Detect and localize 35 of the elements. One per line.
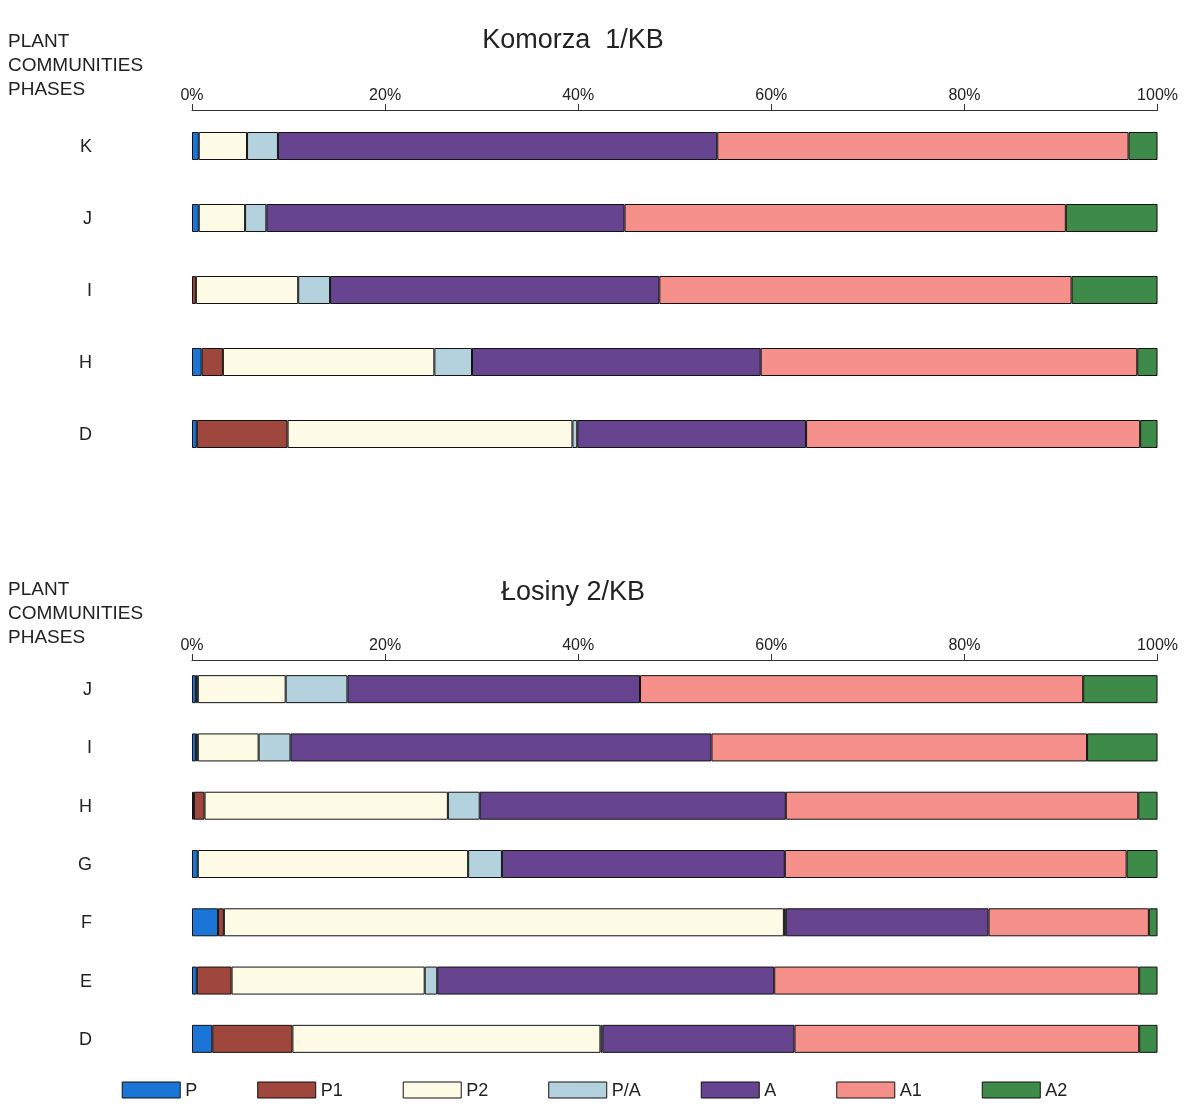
chart-title: Komorza 1/KB [482, 23, 664, 54]
legend-label: P [185, 1080, 198, 1100]
legend-label: A [764, 1080, 777, 1100]
y-tick-label: H [79, 795, 92, 816]
x-tick-label: 80% [948, 85, 981, 103]
y-tick-label: H [79, 352, 92, 372]
x-tick-label: 60% [755, 635, 788, 653]
y-tick-label: I [86, 280, 92, 300]
x-tick-label: 20% [369, 85, 402, 103]
y-tick-label: G [77, 854, 92, 874]
y-tick-label: E [79, 970, 92, 991]
x-tick-label: 0% [180, 85, 204, 103]
x-tick-label: 100% [1137, 635, 1178, 653]
y-tick-label: F [81, 912, 92, 933]
legend-label: P1 [320, 1080, 343, 1100]
y-tick-label: I [86, 737, 92, 758]
x-tick-label: 80% [948, 635, 981, 653]
y-tick-label: J [83, 679, 92, 700]
y-axis-title: PLANT COMMUNITIES PHASES [8, 577, 149, 647]
chart-title: Łosiny 2/KB [500, 575, 646, 606]
x-tick-label: 40% [562, 635, 595, 653]
x-tick-label: 100% [1137, 85, 1178, 103]
y-tick-label: D [79, 424, 92, 444]
legend-label: A2 [1045, 1080, 1068, 1100]
legend-label: P/A [611, 1080, 641, 1100]
y-axis-title: PLANT COMMUNITIES PHASES [8, 29, 149, 99]
legend-label: P2 [466, 1080, 489, 1100]
y-tick-label: K [79, 136, 92, 156]
y-tick-label: D [79, 1028, 92, 1049]
y-tick-label: J [83, 208, 92, 228]
x-tick-label: 60% [755, 85, 788, 103]
x-tick-label: 20% [369, 635, 402, 653]
x-tick-label: 40% [562, 85, 595, 103]
legend-label: A1 [899, 1080, 922, 1100]
x-tick-label: 0% [180, 635, 204, 653]
